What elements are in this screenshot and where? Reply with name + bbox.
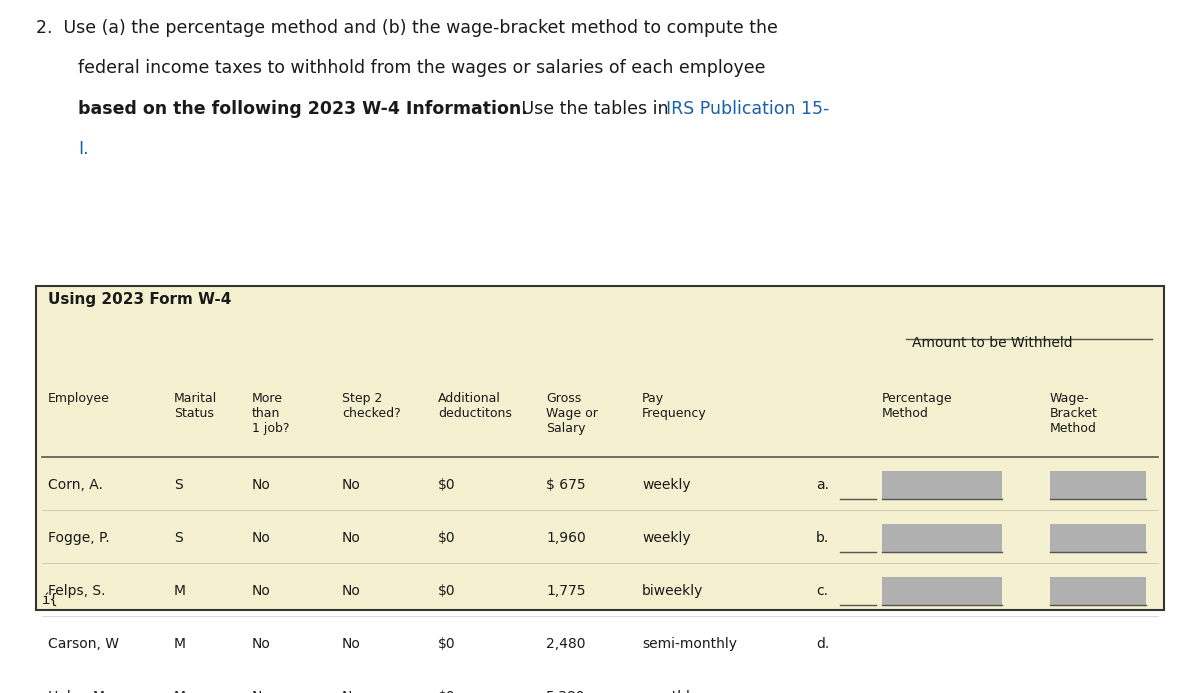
Text: No: No: [252, 637, 271, 651]
Text: No: No: [342, 478, 361, 492]
Text: No: No: [252, 690, 271, 693]
Text: Marital
Status: Marital Status: [174, 392, 217, 420]
Text: No: No: [342, 531, 361, 545]
FancyBboxPatch shape: [1050, 471, 1146, 499]
Text: c.: c.: [816, 584, 828, 598]
Text: No: No: [342, 584, 361, 598]
Text: Fogge, P.: Fogge, P.: [48, 531, 109, 545]
Text: Step 2
checked?: Step 2 checked?: [342, 392, 401, 420]
Text: Helm, M.: Helm, M.: [48, 690, 109, 693]
Text: No: No: [252, 478, 271, 492]
Text: monthly: monthly: [642, 690, 700, 693]
Text: Use the tables in: Use the tables in: [516, 100, 674, 118]
Text: b.: b.: [816, 531, 829, 545]
Text: Amount to be Withheld: Amount to be Withheld: [912, 336, 1073, 350]
Text: $0: $0: [438, 637, 456, 651]
Text: $0: $0: [438, 584, 456, 598]
Text: weekly: weekly: [642, 478, 691, 492]
Text: Percentage
Method: Percentage Method: [882, 392, 953, 420]
Text: S: S: [174, 478, 182, 492]
Text: based on the following 2023 W-4 Information.: based on the following 2023 W-4 Informat…: [78, 100, 528, 118]
Text: weekly: weekly: [642, 531, 691, 545]
FancyBboxPatch shape: [1050, 683, 1146, 693]
Text: 2,480: 2,480: [546, 637, 586, 651]
Text: Employee: Employee: [48, 392, 110, 405]
FancyBboxPatch shape: [1050, 524, 1146, 552]
Text: $0: $0: [438, 531, 456, 545]
Text: federal income taxes to withhold from the wages or salaries of each employee: federal income taxes to withhold from th…: [78, 59, 766, 77]
Text: d.: d.: [816, 637, 829, 651]
FancyBboxPatch shape: [882, 630, 1002, 658]
Text: Felps, S.: Felps, S.: [48, 584, 106, 598]
Text: 1,960: 1,960: [546, 531, 586, 545]
Text: Gross
Wage or
Salary: Gross Wage or Salary: [546, 392, 598, 435]
Text: biweekly: biweekly: [642, 584, 703, 598]
Text: M: M: [174, 637, 186, 651]
Text: Wage-
Bracket
Method: Wage- Bracket Method: [1050, 392, 1098, 435]
Text: 5,380: 5,380: [546, 690, 586, 693]
Text: No: No: [252, 531, 271, 545]
FancyBboxPatch shape: [882, 524, 1002, 552]
Text: $ 675: $ 675: [546, 478, 586, 492]
Text: Carson, W: Carson, W: [48, 637, 119, 651]
Text: 1,775: 1,775: [546, 584, 586, 598]
FancyBboxPatch shape: [1050, 630, 1146, 658]
Text: S: S: [174, 531, 182, 545]
Text: a.: a.: [816, 478, 829, 492]
Text: semi-monthly: semi-monthly: [642, 637, 737, 651]
Text: No: No: [342, 637, 361, 651]
Text: More
than
1 job?: More than 1 job?: [252, 392, 289, 435]
Text: $0: $0: [438, 478, 456, 492]
Text: I.: I.: [78, 140, 89, 158]
Text: IRS Publication 15-: IRS Publication 15-: [666, 100, 829, 118]
Text: Using 2023 Form W-4: Using 2023 Form W-4: [48, 292, 232, 307]
Text: e.: e.: [816, 690, 829, 693]
Text: 2.  Use (a) the percentage method and (b) the wage-bracket method to compute the: 2. Use (a) the percentage method and (b)…: [36, 19, 778, 37]
FancyBboxPatch shape: [882, 471, 1002, 499]
Text: í{: í{: [42, 593, 59, 606]
FancyBboxPatch shape: [882, 577, 1002, 605]
Text: M: M: [174, 690, 186, 693]
FancyBboxPatch shape: [1050, 577, 1146, 605]
FancyBboxPatch shape: [882, 683, 1002, 693]
Text: Corn, A.: Corn, A.: [48, 478, 103, 492]
Text: Additional
deductitons: Additional deductitons: [438, 392, 512, 420]
Text: No: No: [252, 584, 271, 598]
Text: Pay
Frequency: Pay Frequency: [642, 392, 707, 420]
Text: M: M: [174, 584, 186, 598]
Text: $0: $0: [438, 690, 456, 693]
FancyBboxPatch shape: [36, 286, 1164, 610]
Text: No: No: [342, 690, 361, 693]
